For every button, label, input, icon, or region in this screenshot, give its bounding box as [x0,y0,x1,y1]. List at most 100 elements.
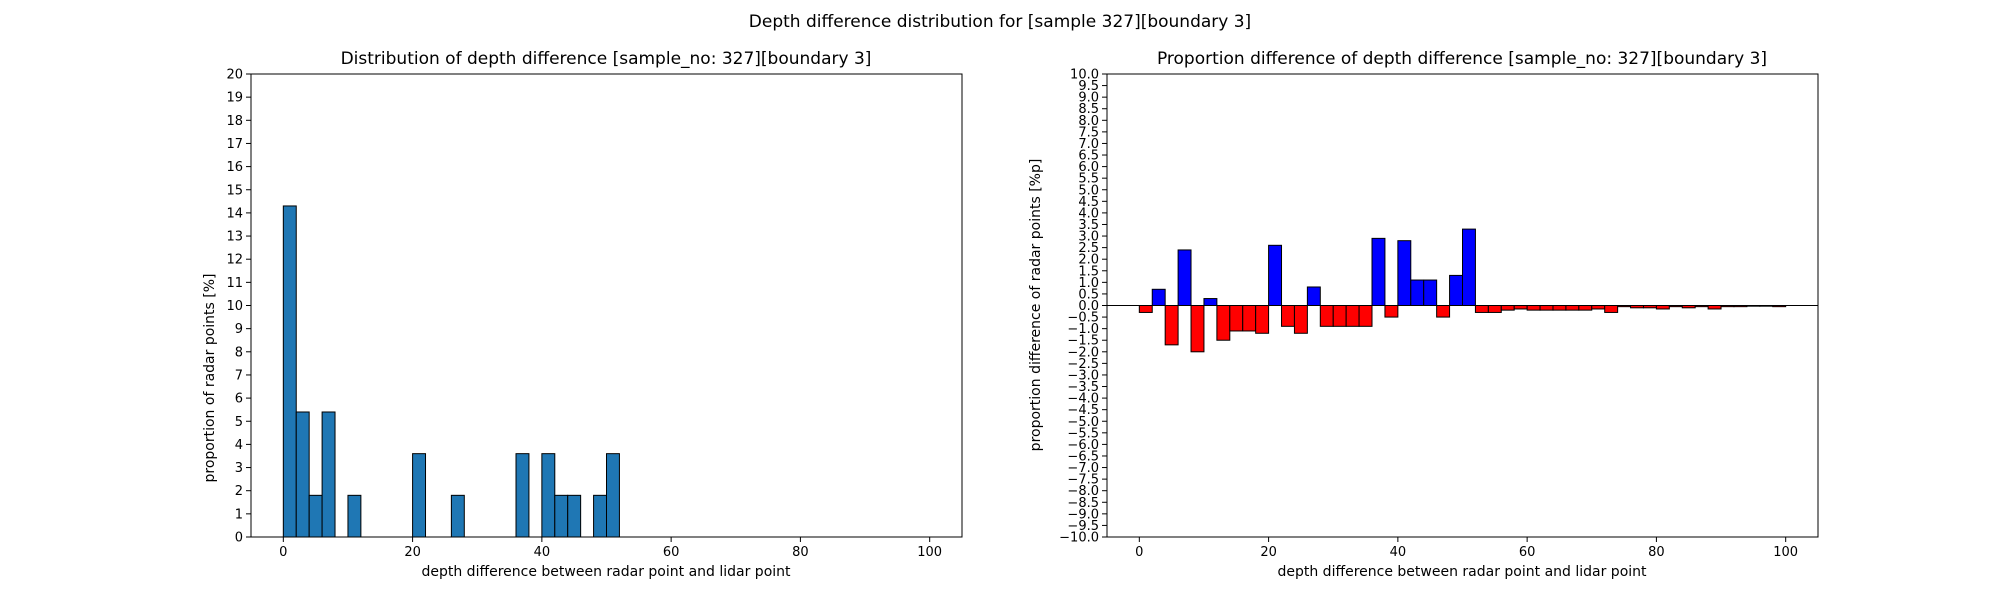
bar [1345,305,1360,327]
y-tick-label: 8 [235,345,243,360]
y-tick-label: −7.5 [1067,473,1099,488]
bar [1655,305,1670,310]
y-tick-label: 9.0 [1078,91,1099,106]
y-tick-label: 2.0 [1078,253,1099,268]
y-tick-label: −0.5 [1067,311,1099,326]
y-tick-label: 3 [235,461,243,476]
bar [1487,305,1502,313]
y-tick-label: −3.0 [1067,368,1099,383]
bar [1539,305,1554,311]
y-tick-label: 6.0 [1078,160,1099,175]
y-tick-label: 3.5 [1078,218,1099,233]
y-tick-label: −6.0 [1067,438,1099,453]
bar [282,205,297,538]
y-tick-label: 8.0 [1078,114,1099,129]
proportion-difference-chart: Proportion difference of depth differenc… [1028,49,1819,580]
y-tick-label: 8.5 [1078,102,1099,117]
y-tick-label: −1.0 [1067,322,1099,337]
y-tick-label: −2.5 [1067,357,1099,372]
y-tick-label: −5.5 [1067,426,1099,441]
y-tick-label: 2.5 [1078,241,1099,256]
bar [515,453,530,538]
x-axis-label: depth difference between radar point and… [421,564,791,580]
y-tick-label: −7.0 [1067,461,1099,476]
bar [1500,305,1515,311]
x-tick-label: 80 [1648,545,1665,560]
bar [1552,305,1567,311]
bar [541,453,556,538]
bar [1423,279,1438,307]
y-tick-label: 17 [226,137,243,152]
bar [450,494,465,538]
bar [1371,237,1386,307]
bar [1384,305,1399,318]
bar-layer [282,205,620,538]
y-tick-label: 2 [235,484,243,499]
x-tick-label: 40 [1390,545,1407,560]
plot-frame [1106,73,1819,538]
y-tick-label: −3.5 [1067,380,1099,395]
y-tick-label: 1 [235,507,243,522]
x-tick-label: 60 [663,545,680,560]
bar [1397,240,1412,306]
bar [1319,305,1334,327]
bar [1707,305,1722,310]
y-tick-label: −8.5 [1067,496,1099,511]
y-tick-label: 4 [235,438,243,453]
y-tick-label: 19 [226,91,243,106]
y-tick-label: 0.5 [1078,287,1099,302]
bar [1513,305,1528,310]
y-tick-label: 0.0 [1078,299,1099,314]
figure-suptitle: Depth difference distribution for [sampl… [749,12,1251,32]
y-tick-label: 12 [226,253,243,268]
bar [606,453,620,538]
y-tick-label: −9.5 [1067,519,1099,534]
y-tick-label: −4.5 [1067,403,1099,418]
y-tick-label: 3.0 [1078,230,1099,245]
y-tick-label: 13 [226,230,243,245]
y-tick-label: 9.5 [1078,79,1099,94]
x-tick-label: 40 [534,545,551,560]
x-tick-label: 100 [1773,545,1798,560]
chart-title: Distribution of depth difference [sample… [341,49,872,69]
bar [1138,305,1153,313]
tick-layer: 0 20 40 60 80 1000123456789101112131415161718… [226,68,942,561]
x-tick-label: 100 [917,545,942,560]
bar [1462,228,1476,306]
x-tick-label: 0 [1135,545,1143,560]
tick-layer: 0 20 40 60 80 100 −10.0−9.5−9.0−8.5−8.0−7.5−7.… [1059,68,1798,561]
x-tick-label: 60 [1519,545,1536,560]
x-tick-label: 0 [279,545,287,560]
y-tick-label: 6 [235,392,243,407]
bar [347,494,362,538]
y-tick-label: 6.5 [1078,149,1099,164]
bar [1436,305,1451,318]
y-tick-label: −5.0 [1067,415,1099,430]
y-tick-label: 10.0 [1070,68,1099,83]
y-tick-label: 9 [235,322,243,337]
bar [1474,305,1489,313]
y-tick-label: −9.0 [1067,507,1099,522]
y-tick-label: 0 [235,531,243,546]
bar [1604,305,1619,313]
bar [1281,305,1295,327]
y-tick-label: −8.0 [1067,484,1099,499]
y-tick-label: 7 [235,368,243,383]
bar-layer [1138,228,1787,353]
bar [412,453,427,538]
bar [1591,305,1606,310]
bar [1190,305,1205,353]
chart-title: Proportion difference of depth differenc… [1157,49,1767,69]
bar [1216,305,1231,341]
y-axis-label: proportion difference of radar points [%… [1028,159,1044,452]
y-tick-label: 10 [226,299,243,314]
bar [1293,305,1308,334]
bar [1578,305,1593,311]
y-tick-label: 15 [226,183,243,198]
y-tick-label: 7.5 [1078,125,1099,140]
y-tick-label: −1.5 [1067,334,1099,349]
y-tick-label: −4.0 [1067,392,1099,407]
y-axis-label: proportion of radar points [%] [202,273,218,482]
bar [1255,305,1270,334]
bar [567,494,582,538]
